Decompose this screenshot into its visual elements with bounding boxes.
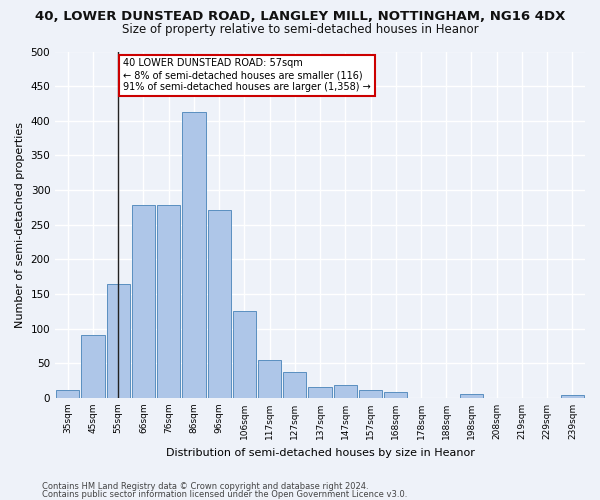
Bar [132,204,155,398]
Text: 40, LOWER DUNSTEAD ROAD, LANGLEY MILL, NOTTINGHAM, NG16 4DX: 40, LOWER DUNSTEAD ROAD, LANGLEY MILL, N… [35,10,565,23]
Text: Contains HM Land Registry data © Crown copyright and database right 2024.: Contains HM Land Registry data © Crown c… [42,482,368,491]
X-axis label: Distribution of semi-detached houses by size in Heanor: Distribution of semi-detached houses by … [166,448,475,458]
Text: Size of property relative to semi-detached houses in Heanor: Size of property relative to semi-detach… [122,22,478,36]
Text: Contains public sector information licensed under the Open Government Licence v3: Contains public sector information licen… [42,490,407,499]
Bar [258,360,281,398]
Bar [107,284,130,398]
Bar [233,312,256,398]
Bar [308,387,332,398]
Text: 40 LOWER DUNSTEAD ROAD: 57sqm
← 8% of semi-detached houses are smaller (116)
91%: 40 LOWER DUNSTEAD ROAD: 57sqm ← 8% of se… [123,58,371,92]
Bar [384,392,407,398]
Bar [334,386,357,398]
Bar [561,395,584,398]
Bar [283,372,307,398]
Bar [359,390,382,398]
Bar [460,394,483,398]
Bar [82,335,104,398]
Bar [208,210,231,398]
Y-axis label: Number of semi-detached properties: Number of semi-detached properties [15,122,25,328]
Bar [182,112,206,398]
Bar [56,390,79,398]
Bar [157,204,181,398]
